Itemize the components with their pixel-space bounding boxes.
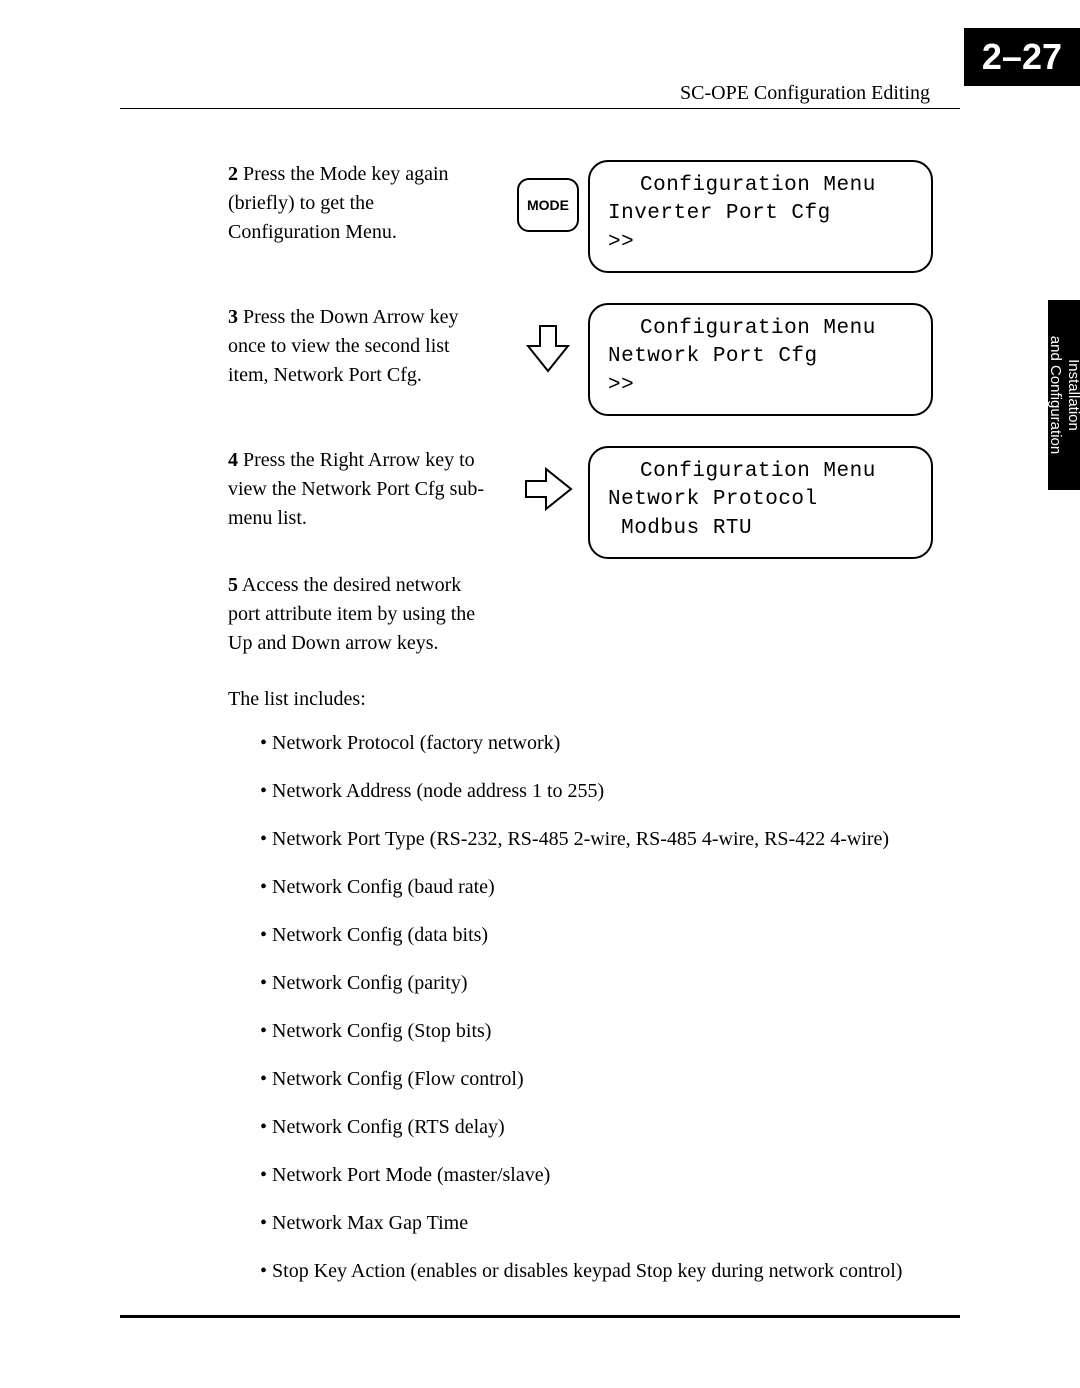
header-title: SC-OPE Configuration Editing xyxy=(120,82,960,105)
lcd-1-title: Configuration Menu xyxy=(608,172,913,200)
step-2-num: 2 xyxy=(228,163,238,185)
content-area: 2 Press the Mode key again (briefly) to … xyxy=(228,160,960,1305)
list-item: Network Config (RTS delay) xyxy=(278,1113,960,1141)
right-arrow-icon xyxy=(508,446,588,514)
header-rule xyxy=(120,108,960,109)
mode-key-icon: MODE xyxy=(508,160,588,232)
lcd-2: Configuration MenuNetwork Port Cfg >> xyxy=(588,303,933,416)
step-2-row: 2 Press the Mode key again (briefly) to … xyxy=(228,160,960,273)
lcd-2-title: Configuration Menu xyxy=(608,315,913,343)
lcd-3: Configuration MenuNetwork Protocol Modbu… xyxy=(588,446,933,559)
list-item: Network Protocol (factory network) xyxy=(278,729,960,757)
side-tab-text: Installation and Configuration xyxy=(1046,336,1080,454)
step-3-text: 3 Press the Down Arrow key once to view … xyxy=(228,303,508,390)
list-item: Network Config (Flow control) xyxy=(278,1065,960,1093)
step-2-text: 2 Press the Mode key again (briefly) to … xyxy=(228,160,508,247)
step-4-row: 4 Press the Right Arrow key to view the … xyxy=(228,446,960,559)
footer-rule xyxy=(120,1315,960,1318)
list-item: Network Config (Stop bits) xyxy=(278,1017,960,1045)
list-item: Network Max Gap Time xyxy=(278,1209,960,1237)
step-5-num: 5 xyxy=(228,574,238,596)
step-3-row: 3 Press the Down Arrow key once to view … xyxy=(228,303,960,416)
step-3-body: Press the Down Arrow key once to view th… xyxy=(228,306,459,386)
list-intro: The list includes: xyxy=(228,688,960,711)
mode-key-label: MODE xyxy=(527,197,569,213)
page-number-box: 2–27 xyxy=(964,28,1080,86)
step-2-body: Press the Mode key again (briefly) to ge… xyxy=(228,163,449,243)
bullet-list: Network Protocol (factory network) Netwo… xyxy=(228,729,960,1285)
step-4-text: 4 Press the Right Arrow key to view the … xyxy=(228,446,508,533)
step-3-num: 3 xyxy=(228,306,238,328)
step-5-body: Access the desired network port attribut… xyxy=(228,574,475,654)
down-arrow-icon xyxy=(508,303,588,376)
step-4-body: Press the Right Arrow key to view the Ne… xyxy=(228,449,484,529)
side-tab-line1: Installation xyxy=(1065,359,1080,431)
lcd-1-body: Inverter Port Cfg >> xyxy=(608,202,831,253)
side-tab-line2: and Configuration xyxy=(1047,336,1064,454)
list-item: Stop Key Action (enables or disables key… xyxy=(278,1257,960,1285)
list-item: Network Config (baud rate) xyxy=(278,873,960,901)
list-item: Network Port Mode (master/slave) xyxy=(278,1161,960,1189)
side-tab: Installation and Configuration xyxy=(1048,300,1080,490)
step-5-row: 5 Access the desired network port attrib… xyxy=(228,571,960,658)
step-5-text: 5 Access the desired network port attrib… xyxy=(228,571,508,658)
lcd-2-body: Network Port Cfg >> xyxy=(608,345,818,396)
list-item: Network Config (data bits) xyxy=(278,921,960,949)
lcd-1: Configuration MenuInverter Port Cfg >> xyxy=(588,160,933,273)
list-item: Network Config (parity) xyxy=(278,969,960,997)
list-item: Network Address (node address 1 to 255) xyxy=(278,777,960,805)
lcd-3-title: Configuration Menu xyxy=(608,458,913,486)
list-item: Network Port Type (RS-232, RS-485 2-wire… xyxy=(278,825,960,853)
step-4-num: 4 xyxy=(228,449,238,471)
lcd-3-body: Network Protocol Modbus RTU xyxy=(608,488,818,539)
mode-key: MODE xyxy=(517,178,579,232)
page-number: 2–27 xyxy=(982,36,1062,77)
